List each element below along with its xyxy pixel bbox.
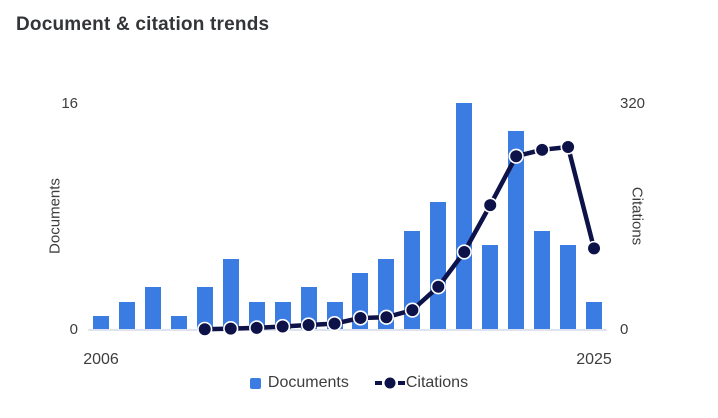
documents-bar-2009[interactable] xyxy=(170,315,187,330)
chart-title: Document & citation trends xyxy=(16,14,270,35)
citations-point-2011[interactable] xyxy=(223,320,239,337)
documents-bar-2008[interactable] xyxy=(144,287,161,330)
citations-point-2010[interactable] xyxy=(197,321,213,337)
x-axis-line xyxy=(88,329,607,331)
x-axis-first-label: 2006 xyxy=(83,351,119,368)
citations-point-2012[interactable] xyxy=(249,320,265,336)
citations-point-2022[interactable] xyxy=(508,148,524,164)
legend-item-documents[interactable]: Documents xyxy=(249,374,349,392)
left-axis-title: Documents xyxy=(46,178,64,254)
documents-bar-2025[interactable] xyxy=(586,301,603,330)
left-axis-min-tick: 0 xyxy=(69,321,78,338)
documents-bar-2011[interactable] xyxy=(222,259,239,330)
x-axis-last-label: 2025 xyxy=(576,351,612,368)
right-axis-min-tick: 0 xyxy=(620,321,629,338)
left-axis-max-tick: 16 xyxy=(61,95,78,112)
citations-point-2016[interactable] xyxy=(352,310,369,326)
citations-point-2015[interactable] xyxy=(326,316,343,332)
legend-label-documents: Documents xyxy=(267,374,349,391)
citations-point-2021[interactable] xyxy=(482,197,498,213)
documents-bar-2023[interactable] xyxy=(534,230,551,330)
right-axis-title: Citations xyxy=(628,186,646,246)
citations-point-2014[interactable] xyxy=(300,317,317,333)
documents-legend-swatch-icon xyxy=(249,377,261,389)
documents-bar-2019[interactable] xyxy=(430,202,447,330)
documents-bar-2021[interactable] xyxy=(482,244,499,330)
citations-point-2023[interactable] xyxy=(534,142,550,158)
documents-bar-2020[interactable] xyxy=(456,103,473,330)
citations-point-2017[interactable] xyxy=(378,309,395,325)
citations-point-2019[interactable] xyxy=(430,279,446,295)
right-axis-max-tick: 320 xyxy=(620,95,646,112)
legend-label-citations: Citations xyxy=(405,374,469,391)
documents-bar-2006[interactable] xyxy=(92,315,109,330)
documents-bar-2007[interactable] xyxy=(118,301,135,330)
citations-legend-line-dot-icon xyxy=(374,377,405,389)
legend-item-citations[interactable]: Citations xyxy=(374,374,469,392)
citations-point-2020[interactable] xyxy=(456,244,472,260)
citations-point-2013[interactable] xyxy=(275,318,291,335)
citations-point-2024[interactable] xyxy=(560,139,576,155)
citations-point-2025[interactable] xyxy=(586,240,602,257)
legend: Documents Citations xyxy=(0,374,718,392)
documents-bar-2024[interactable] xyxy=(560,244,577,330)
citations-point-2018[interactable] xyxy=(404,302,420,318)
